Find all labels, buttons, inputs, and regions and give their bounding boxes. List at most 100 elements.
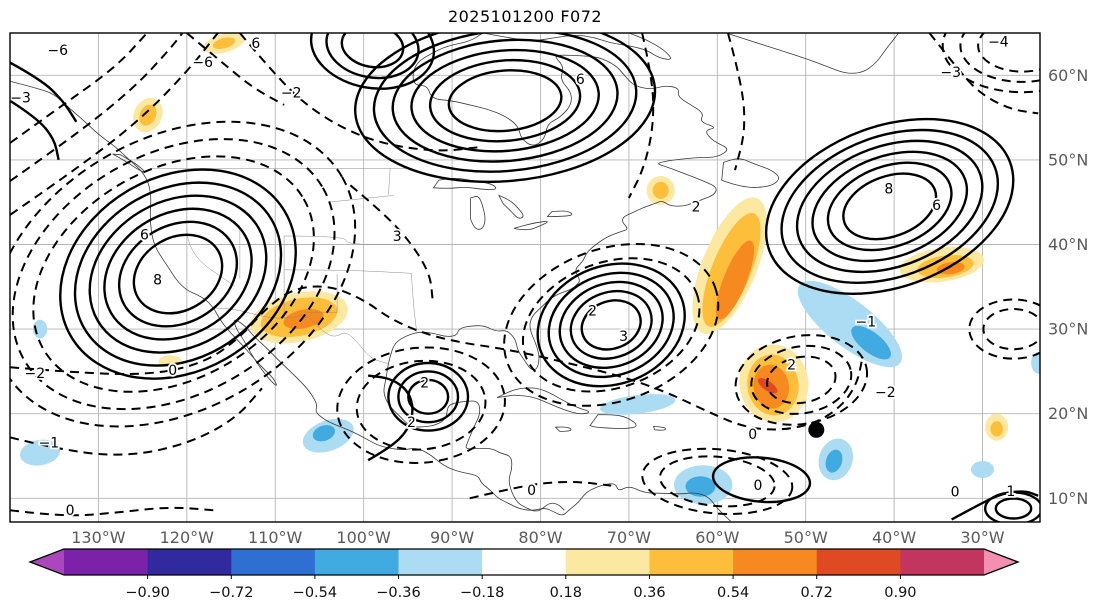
solid-contour-ring [711,456,812,504]
solid-contour-ring [59,168,297,380]
solid-contour-ring [558,280,664,370]
contour-label: 0 [754,478,763,494]
coastline [10,80,731,522]
dashed-contour-ring [750,344,853,415]
coastlines [10,33,899,522]
dashed-contour-line [10,387,263,456]
shaded-region [652,181,669,199]
coastline [432,178,497,190]
colorbar-left-arrow [30,549,64,575]
x-tick-label: 130°W [71,528,126,547]
solid-contour-ring [309,33,436,90]
shaded-region [685,476,716,497]
dashed-contour-line [186,33,285,106]
contour-label: 6 [576,72,585,88]
solid-contour-ring [536,262,686,388]
y-tick-label: 40°N [1048,235,1088,254]
shaded-region [283,308,324,330]
x-tick-label: 110°W [248,528,303,547]
shaded-region [971,461,994,478]
colorbar: −0.90 −0.72 −0.54 −0.36 −0.18 0.18 0.36 0.54 0.7… [28,548,1020,601]
colorbar-segment [398,549,483,575]
dashed-contour-ring [941,33,1040,94]
solid-contour-ring [397,370,460,424]
solid-contour-ring [447,69,563,133]
coastline [589,414,637,429]
dashed-contours [10,33,1040,517]
y-tick-label: 50°N [1048,150,1088,169]
border-line [284,235,406,245]
dashed-contour-line [10,285,864,431]
solid-contour-line [367,374,414,462]
solid-contour-ring [428,58,582,143]
contour-label: 3 [393,229,402,245]
contour-label: 2 [588,304,597,320]
y-axis-labels: 10°N 20°N 30°N 40°N 50°N 60°N [1048,66,1088,508]
colorbar-outline [28,548,1020,576]
colorbar-tick-label: −0.18 [460,585,504,601]
contour-label: 0 [66,503,75,519]
colorbar-segment [649,549,734,575]
x-tick-label: 80°W [518,528,562,547]
shaded-region [139,104,157,126]
contour-label: 8 [884,182,893,198]
dashed-contour-line [10,33,184,182]
border-line [328,195,394,203]
solid-contour-line [951,490,1039,521]
contour-label: 3 [619,329,628,345]
contour-label: −1 [855,315,876,331]
border-line [212,307,389,365]
shaded-region [825,449,843,473]
coastline [725,33,899,74]
dashed-contour-ring [336,346,506,464]
solid-contour-ring [410,48,600,153]
solid-contour-ring [811,150,969,263]
solid-contour-ring [580,299,642,351]
shaded-region [715,240,755,320]
colorbar-segment [147,549,232,575]
shaded-region [19,439,61,466]
contour-label: −6 [192,55,213,71]
dashed-contour-ring [10,120,357,428]
contour-label: −6 [47,43,68,59]
dashed-contour-line [10,33,219,216]
colorbar-segment [231,549,316,575]
dashed-contour-line [469,480,612,500]
dashed-contour-ring [977,33,1040,73]
x-tick-label: 60°W [695,528,739,547]
coastline [513,221,548,231]
shaded-region [851,325,891,360]
contour-label: 8 [153,272,162,288]
colorbar-segment [733,549,818,575]
solid-contour-ring [340,33,405,69]
contour-label: 0 [951,485,960,501]
dashed-contour-ring [982,308,1040,351]
contour-label: 0 [748,427,757,443]
dashed-contour-ring [503,243,720,407]
solid-contour-ring [117,220,239,328]
solid-contour-ring [325,33,420,80]
colorbar-segment [314,549,400,575]
solid-contour-ring [372,33,638,173]
coastline [388,33,728,371]
contour-label: 2 [692,200,701,216]
map-layers: 6 6 6 8 2 3 8 6 2 2 0 0 1 −6 −6 −3 −2 −2 −1 0 0 3 2 −4 −3 −1 −2 2 0 0 [10,33,1040,522]
solid-contour-ring [88,194,268,354]
y-tick-label: 30°N [1048,320,1088,339]
dashed-contour-line [349,184,434,300]
border-line [388,168,391,195]
coastline [653,425,666,431]
colorbar-tick-label: 0.72 [801,585,833,601]
political-borders [151,168,417,365]
solid-contour-ring [764,117,1015,295]
dashed-contour-line [928,33,1039,115]
y-tick-label: 20°N [1048,404,1088,423]
colorbar-segment [816,549,901,575]
dashed-contour-ring [959,33,1040,83]
x-tick-label: 50°W [784,528,828,547]
x-tick-label: 120°W [160,528,215,547]
contour-label: −2 [24,366,45,382]
coastline [498,194,524,219]
solid-contour-ring [73,181,283,367]
